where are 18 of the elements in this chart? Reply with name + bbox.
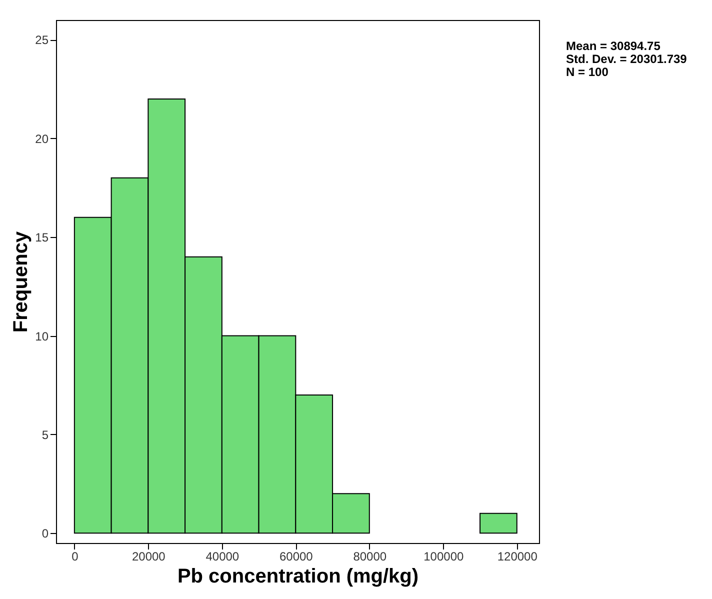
y-tick-label: 10 <box>35 329 49 344</box>
x-tick-label: 60000 <box>279 550 314 564</box>
y-tick-label: 5 <box>42 428 49 442</box>
y-tick-label: 15 <box>35 230 49 245</box>
x-tick-label: 0 <box>72 550 79 564</box>
y-tick-label: 20 <box>35 132 49 146</box>
y-axis-title: Frequency <box>10 230 32 333</box>
x-tick-label: 120000 <box>497 550 538 564</box>
x-axis-title: Pb concentration (mg/kg) <box>177 566 419 588</box>
x-tick-label: 100000 <box>424 550 464 564</box>
y-tick-label: 25 <box>35 33 49 48</box>
text: Std. Dev. = 20301.739 <box>566 52 687 66</box>
y-tick-label: 0 <box>42 526 49 541</box>
x-tick-label: 20000 <box>132 550 166 564</box>
x-tick-label: 40000 <box>206 550 240 564</box>
text: Mean = 30894.75 <box>566 39 662 53</box>
text: N = 100 <box>566 65 610 79</box>
x-tick-label: 80000 <box>353 550 387 564</box>
